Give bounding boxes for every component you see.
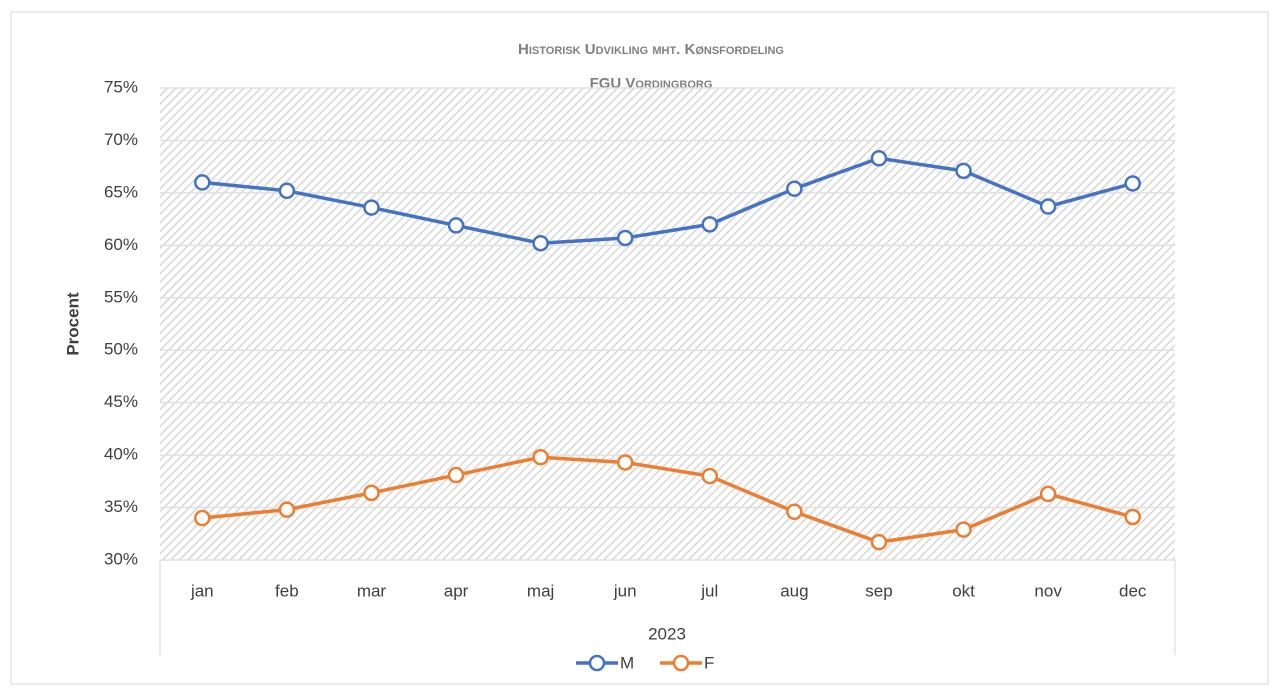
marker [955, 162, 972, 180]
x-tick-label: mar [357, 581, 387, 600]
x-tick-label: maj [527, 581, 554, 600]
marker [870, 150, 888, 167]
y-tick-label: 30% [104, 549, 138, 568]
legend-marker [588, 654, 606, 672]
marker [786, 503, 803, 521]
y-tick-label: 35% [104, 497, 138, 516]
marker [616, 454, 634, 471]
marker [701, 216, 719, 233]
marker [1124, 175, 1141, 192]
marker [1039, 485, 1057, 503]
y-tick-label: 65% [104, 182, 138, 201]
marker [194, 174, 211, 191]
y-tick-label: 50% [104, 340, 138, 359]
marker [447, 466, 465, 484]
marker [532, 448, 549, 466]
marker [278, 182, 296, 200]
marker [447, 217, 465, 234]
legend-marker [672, 654, 690, 672]
x-tick-label: jul [700, 581, 718, 600]
x-tick-label: aug [780, 581, 808, 600]
x-tick-label: jun [613, 581, 637, 600]
x-group-label: 2023 [648, 624, 686, 643]
x-tick-label: apr [444, 581, 469, 600]
marker [1039, 198, 1057, 215]
y-axis-label: Procent [63, 292, 82, 356]
y-tick-label: 70% [104, 130, 138, 149]
marker [363, 199, 380, 216]
x-tick-label: nov [1034, 581, 1062, 600]
marker [363, 484, 380, 502]
y-tick-label: 40% [104, 445, 138, 464]
line [202, 156, 1134, 245]
y-tick-label: 55% [104, 287, 138, 306]
marker [955, 521, 972, 538]
marker [786, 180, 803, 197]
y-tick-label: 75% [104, 77, 138, 96]
y-tick-label: 60% [104, 235, 138, 254]
x-tick-label: jan [190, 581, 214, 600]
x-tick-label: feb [275, 581, 299, 600]
marker [532, 234, 549, 252]
marker [194, 509, 211, 527]
x-tick-label: dec [1119, 581, 1147, 600]
chart-title: Historisk Udvikling mht. Kønsfordeling [518, 41, 784, 58]
marker [1124, 508, 1141, 526]
marker [278, 501, 296, 518]
x-tick-label: okt [952, 581, 975, 600]
x-tick-label: sep [865, 581, 892, 600]
marker [616, 229, 634, 247]
marker [701, 467, 719, 485]
legend-label: M [620, 653, 634, 672]
y-tick-label: 45% [104, 392, 138, 411]
marker [870, 533, 888, 551]
line [202, 455, 1134, 544]
chart-subtitle: FGU Vordingborg [590, 75, 713, 92]
legend-label: F [704, 653, 714, 672]
plot-area [160, 88, 1175, 560]
